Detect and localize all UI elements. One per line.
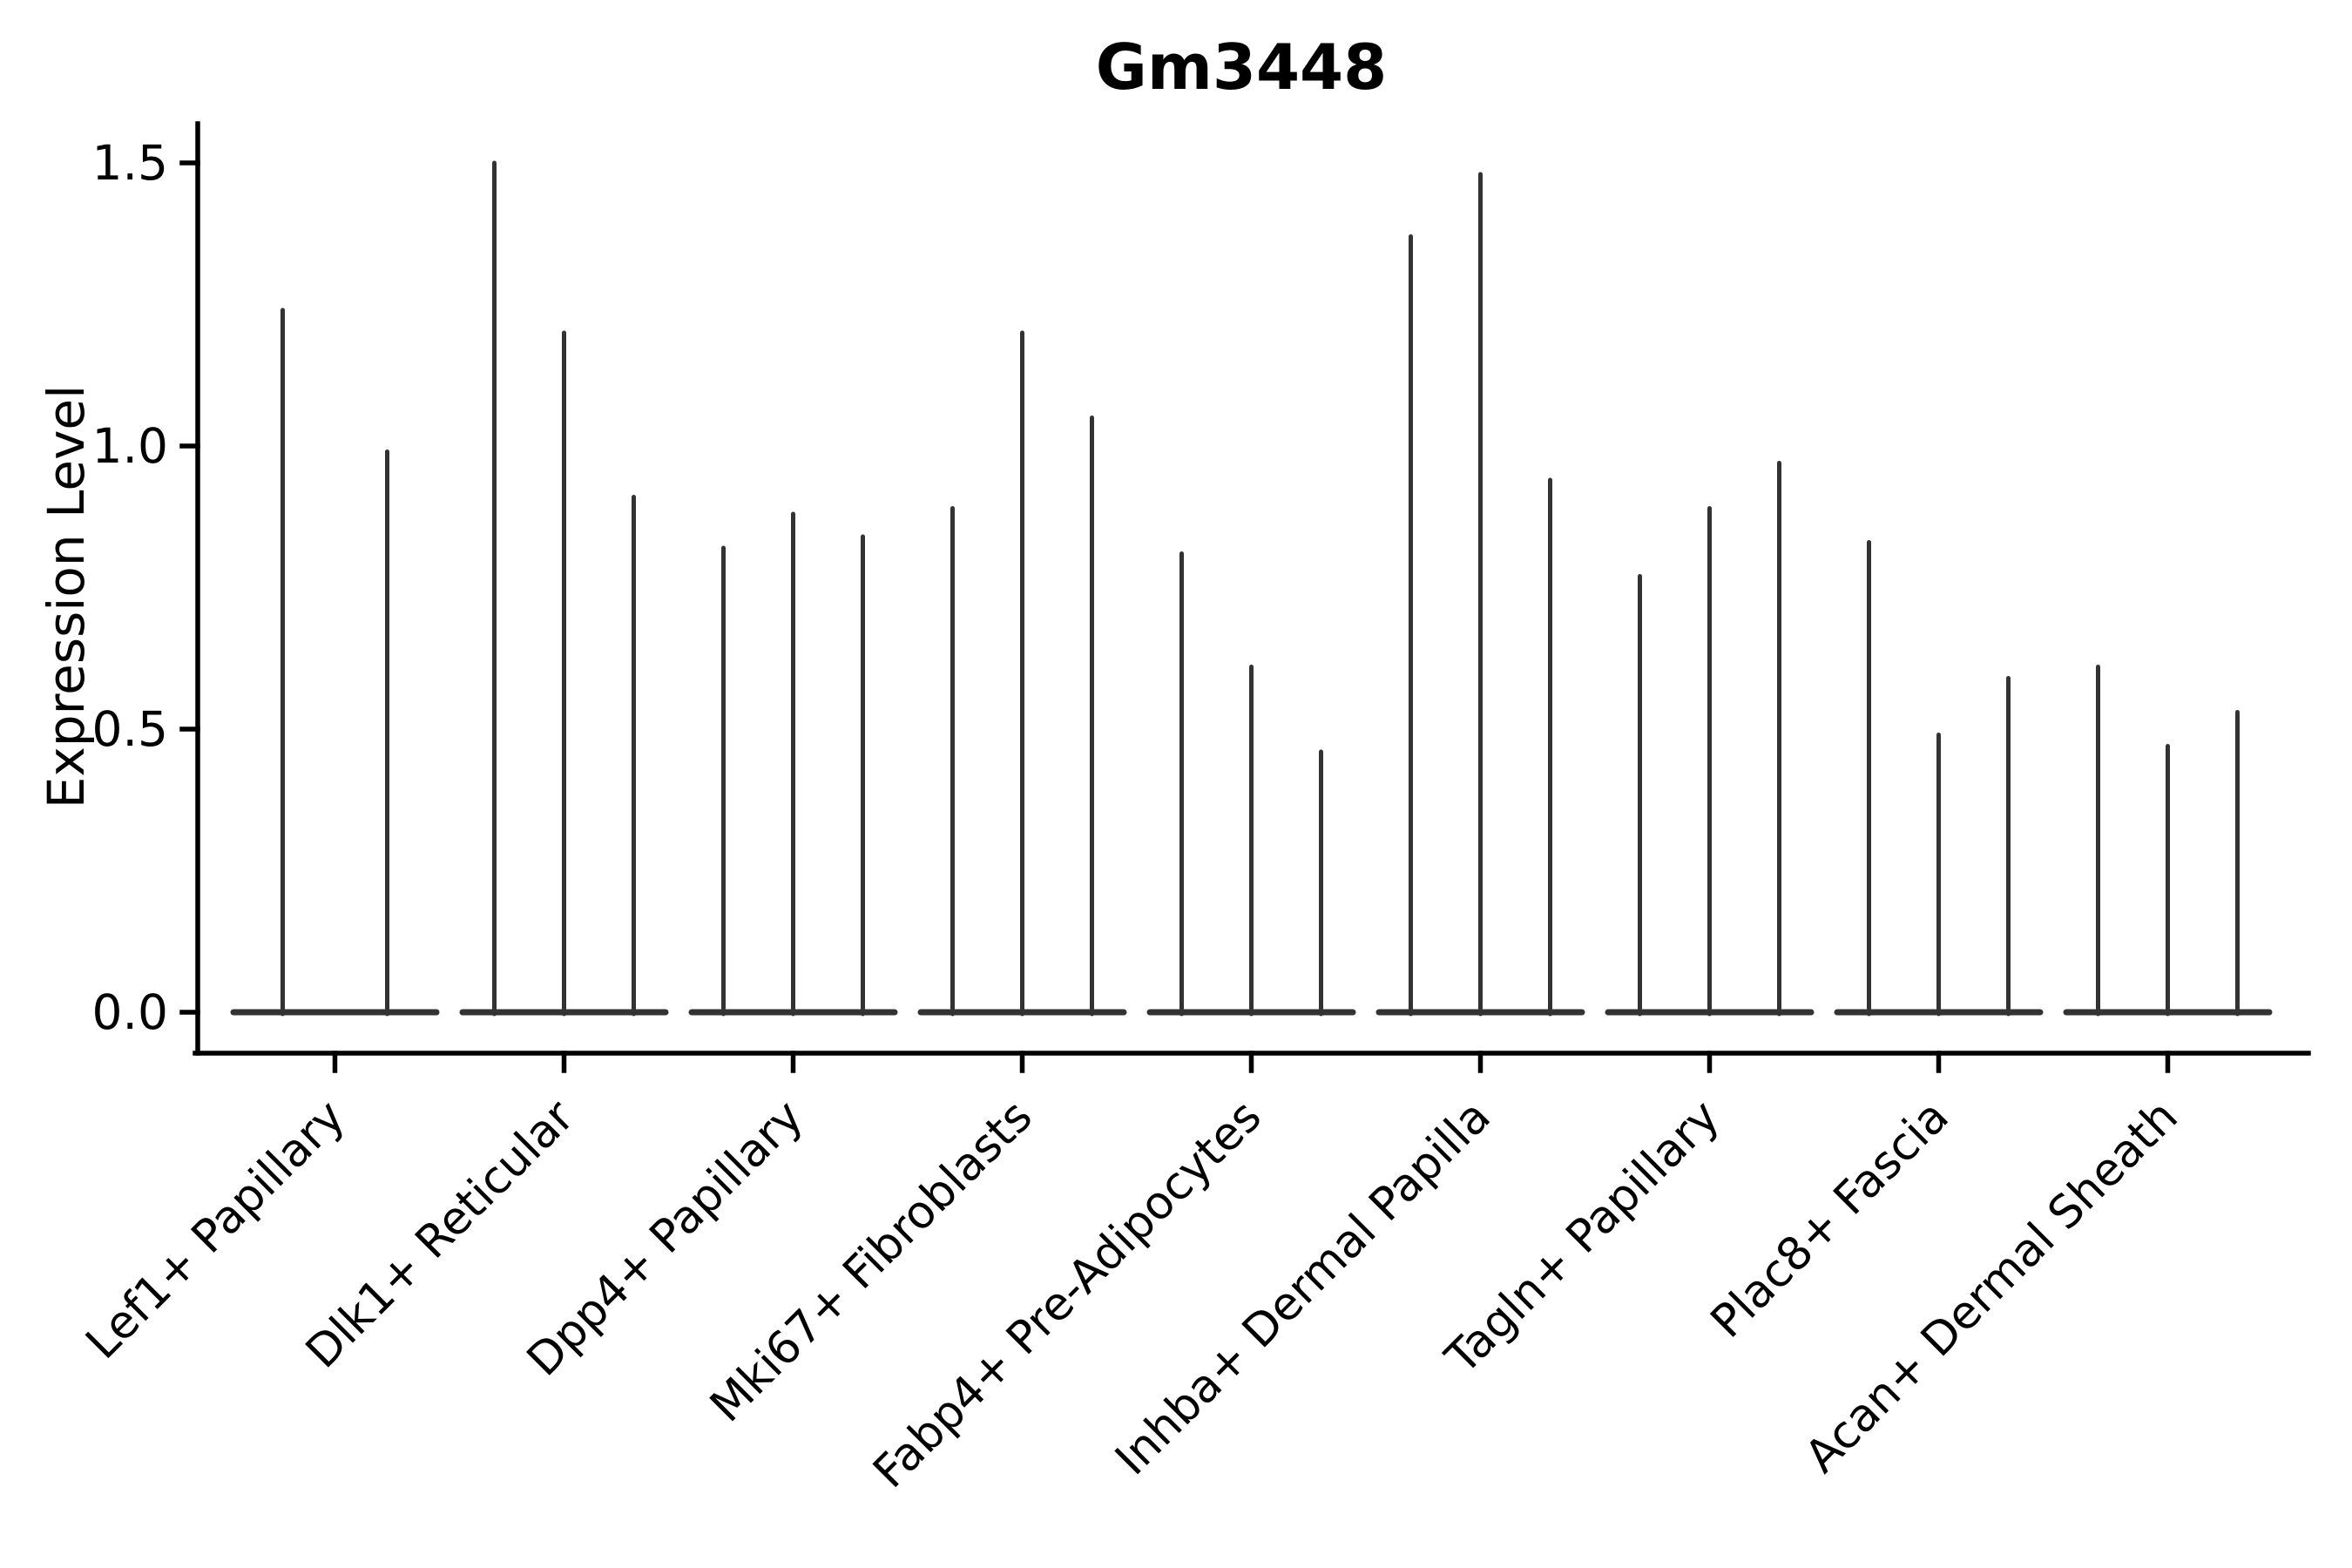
y-tick-label: 1.0: [92, 418, 168, 474]
y-tick-label: 0.0: [92, 984, 168, 1040]
x-category-label: Plac8+ Fascia: [1701, 1091, 1959, 1348]
x-category-label: Inhba+ Dermal Papilla: [1105, 1091, 1500, 1485]
y-tick-label: 0.5: [92, 701, 168, 757]
x-category-label: Fabp4+ Pre-Adipocytes: [863, 1091, 1271, 1498]
violin-base: [230, 1009, 440, 1016]
x-category-label: Acan+ Dermal Sheath: [1795, 1091, 2188, 1484]
y-axis-label: Expression Level: [37, 385, 96, 808]
chart-title: Gm3448: [1096, 30, 1388, 104]
y-tick-label: 1.5: [92, 135, 168, 191]
